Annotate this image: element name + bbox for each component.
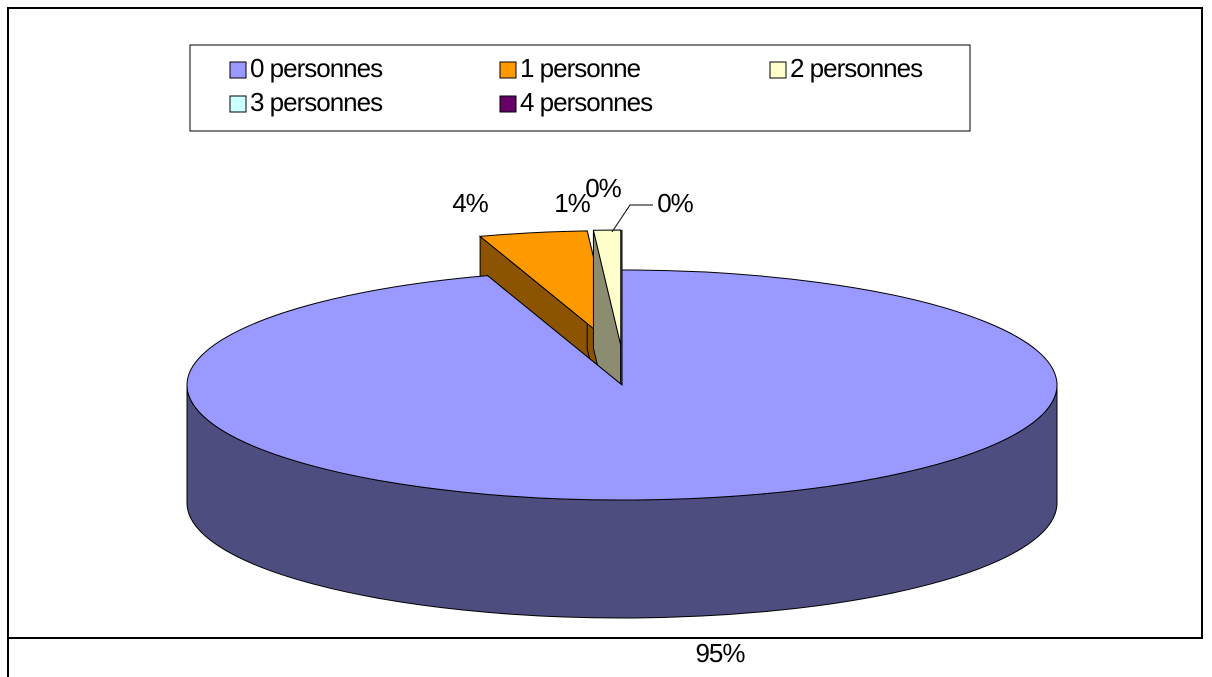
legend-label: 4 personnes bbox=[520, 87, 653, 117]
leader-line bbox=[611, 204, 653, 233]
legend-swatch bbox=[229, 95, 247, 113]
data-label: 0% bbox=[657, 188, 693, 218]
pie-top bbox=[592, 229, 622, 346]
legend-swatch bbox=[499, 95, 517, 113]
legend-swatch bbox=[229, 61, 247, 79]
pie-top bbox=[186, 269, 1058, 501]
legend-label: 1 personne bbox=[520, 53, 641, 83]
data-label: 0% bbox=[585, 173, 621, 203]
legend-box bbox=[189, 44, 971, 132]
chart-frame bbox=[7, 7, 1203, 677]
legend-swatch bbox=[499, 61, 517, 79]
legend-label: 2 personnes bbox=[790, 53, 923, 83]
data-label: 95% bbox=[695, 638, 745, 668]
pie-slice bbox=[186, 269, 1058, 619]
legend-label: 0 personnes bbox=[250, 53, 383, 83]
data-label: 1% bbox=[554, 188, 590, 218]
legend-label: 3 personnes bbox=[250, 87, 383, 117]
pie-top bbox=[478, 230, 616, 348]
data-label: 4% bbox=[452, 188, 488, 218]
legend-swatch bbox=[769, 61, 787, 79]
